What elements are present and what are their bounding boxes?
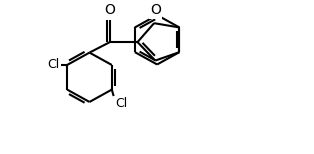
Text: Cl: Cl [47,58,59,71]
Text: Cl: Cl [115,97,127,110]
Text: O: O [105,3,115,17]
Text: O: O [150,3,161,17]
